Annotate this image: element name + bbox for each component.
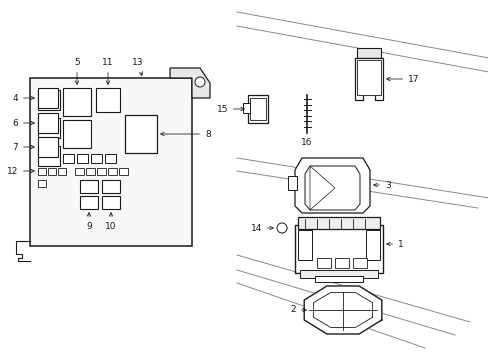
Polygon shape bbox=[170, 68, 209, 98]
Text: 6: 6 bbox=[12, 118, 34, 127]
FancyBboxPatch shape bbox=[80, 180, 98, 193]
FancyBboxPatch shape bbox=[365, 230, 379, 260]
FancyBboxPatch shape bbox=[96, 88, 120, 112]
FancyBboxPatch shape bbox=[63, 88, 91, 116]
FancyBboxPatch shape bbox=[38, 118, 60, 138]
FancyBboxPatch shape bbox=[287, 176, 296, 190]
FancyBboxPatch shape bbox=[299, 270, 377, 278]
Circle shape bbox=[195, 77, 204, 87]
FancyBboxPatch shape bbox=[352, 258, 366, 268]
Text: 3: 3 bbox=[373, 180, 390, 189]
Text: 5: 5 bbox=[74, 58, 80, 84]
Text: 8: 8 bbox=[160, 130, 210, 139]
FancyBboxPatch shape bbox=[249, 98, 265, 120]
FancyBboxPatch shape bbox=[119, 168, 128, 175]
Text: 1: 1 bbox=[386, 239, 403, 248]
FancyBboxPatch shape bbox=[297, 230, 311, 260]
Text: 17: 17 bbox=[386, 75, 419, 84]
FancyBboxPatch shape bbox=[102, 196, 120, 209]
FancyBboxPatch shape bbox=[30, 78, 192, 246]
FancyBboxPatch shape bbox=[316, 258, 330, 268]
FancyBboxPatch shape bbox=[38, 88, 58, 108]
FancyBboxPatch shape bbox=[102, 180, 120, 193]
Text: 13: 13 bbox=[132, 58, 143, 76]
Polygon shape bbox=[304, 286, 381, 334]
Circle shape bbox=[276, 223, 286, 233]
FancyBboxPatch shape bbox=[125, 115, 157, 153]
FancyBboxPatch shape bbox=[356, 60, 380, 95]
Text: 15: 15 bbox=[216, 104, 244, 113]
FancyBboxPatch shape bbox=[38, 137, 58, 157]
FancyBboxPatch shape bbox=[38, 113, 58, 133]
Text: 4: 4 bbox=[12, 94, 34, 103]
Polygon shape bbox=[354, 58, 382, 100]
FancyBboxPatch shape bbox=[38, 90, 60, 110]
FancyBboxPatch shape bbox=[58, 168, 66, 175]
Text: 2: 2 bbox=[290, 306, 306, 315]
FancyBboxPatch shape bbox=[314, 276, 362, 282]
FancyBboxPatch shape bbox=[38, 146, 60, 166]
FancyBboxPatch shape bbox=[297, 217, 379, 229]
Polygon shape bbox=[309, 166, 334, 210]
FancyBboxPatch shape bbox=[243, 103, 249, 113]
Text: 14: 14 bbox=[250, 224, 273, 233]
FancyBboxPatch shape bbox=[38, 168, 46, 175]
Text: 10: 10 bbox=[105, 213, 117, 231]
FancyBboxPatch shape bbox=[77, 154, 88, 163]
FancyBboxPatch shape bbox=[80, 196, 98, 209]
FancyBboxPatch shape bbox=[334, 258, 348, 268]
FancyBboxPatch shape bbox=[294, 225, 382, 273]
Text: 16: 16 bbox=[301, 138, 312, 147]
FancyBboxPatch shape bbox=[356, 48, 380, 58]
Polygon shape bbox=[305, 166, 359, 210]
Text: 11: 11 bbox=[102, 58, 114, 84]
FancyBboxPatch shape bbox=[38, 180, 46, 187]
Text: 7: 7 bbox=[12, 143, 34, 152]
FancyBboxPatch shape bbox=[105, 154, 116, 163]
FancyBboxPatch shape bbox=[75, 168, 84, 175]
FancyBboxPatch shape bbox=[108, 168, 117, 175]
FancyBboxPatch shape bbox=[247, 95, 267, 123]
Text: 12: 12 bbox=[7, 166, 34, 176]
Polygon shape bbox=[294, 158, 369, 213]
FancyBboxPatch shape bbox=[63, 154, 74, 163]
FancyBboxPatch shape bbox=[97, 168, 106, 175]
FancyBboxPatch shape bbox=[91, 154, 102, 163]
FancyBboxPatch shape bbox=[86, 168, 95, 175]
FancyBboxPatch shape bbox=[48, 168, 56, 175]
FancyBboxPatch shape bbox=[63, 120, 91, 148]
Text: 9: 9 bbox=[86, 213, 92, 231]
